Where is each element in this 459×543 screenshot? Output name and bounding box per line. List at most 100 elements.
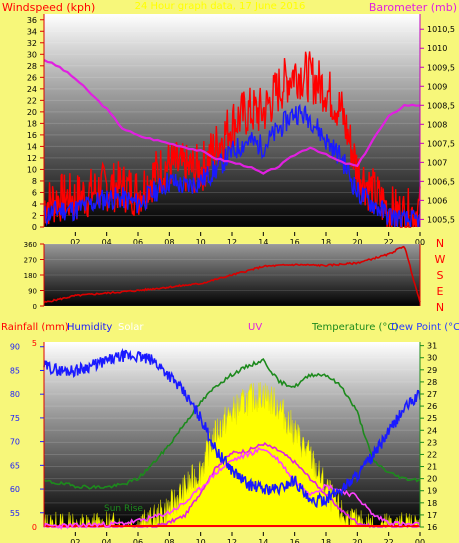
solar-area — [43, 382, 421, 528]
humidity-tick-label: 70 — [10, 438, 20, 447]
windspeed-tick-label: 28 — [27, 62, 37, 71]
barometer-tick-label: 1008,5 — [427, 101, 455, 110]
compass-label: S — [437, 269, 444, 282]
temperature-tick-label: 30 — [427, 354, 437, 363]
windspeed-axis-label: Windspeed (kph) — [2, 1, 95, 14]
x-tick-label: 08 — [164, 238, 174, 247]
windspeed-tick-label: 4 — [32, 200, 37, 209]
windspeed-tick-label: 12 — [27, 154, 37, 163]
windspeed-tick-label: 2 — [32, 211, 37, 220]
windspeed-tick-label: 36 — [27, 16, 37, 25]
x-tick-label: 10 — [196, 538, 206, 543]
wind-direction-line — [43, 245, 421, 304]
dew-point-line — [43, 446, 421, 531]
humidity-axis-label: Humidity — [67, 322, 112, 333]
x-tick-label: 08 — [164, 538, 174, 543]
barometer-line — [43, 59, 421, 175]
barometer-tick-label: 1010 — [427, 44, 447, 53]
x-tick-label: 00 — [415, 538, 425, 543]
windspeed-tick-label: 0 — [32, 223, 37, 232]
compass-label: W — [435, 253, 446, 266]
temperature-tick-label: 23 — [427, 438, 437, 447]
humidity-tick-label: 75 — [10, 414, 20, 423]
x-tick-label: 16 — [290, 238, 300, 247]
x-tick-label: 20 — [352, 538, 362, 543]
rainfall-axis-label: Rainfall (mm) — [1, 322, 69, 333]
windspeed-tick-label: 14 — [27, 142, 37, 151]
x-tick-label: 00 — [415, 238, 425, 247]
temperature-tick-label: 24 — [427, 426, 437, 435]
barometer-tick-label: 1008 — [427, 120, 447, 129]
humidity-tick-label: 90 — [10, 343, 20, 352]
x-tick-label: 02 — [70, 238, 80, 247]
windspeed-tick-label: 18 — [27, 119, 37, 128]
humidity-tick-label: 60 — [10, 485, 20, 494]
uv-axis-label: UV — [248, 322, 262, 333]
x-tick-label: 06 — [133, 538, 143, 543]
temperature-tick-label: 20 — [427, 475, 437, 484]
x-tick-label: 18 — [321, 538, 331, 543]
temperature-tick-label: 17 — [427, 511, 437, 520]
x-tick-label: 12 — [227, 538, 237, 543]
direction-tick-label: 270 — [24, 257, 37, 265]
average-wind-line — [43, 103, 421, 228]
x-tick-label: 22 — [384, 238, 394, 247]
temperature-tick-label: 22 — [427, 450, 437, 459]
barometer-tick-label: 1010,5 — [427, 25, 455, 34]
rainfall-tick-label: 0 — [32, 523, 37, 532]
windspeed-tick-label: 20 — [27, 108, 37, 117]
temperature-tick-label: 16 — [427, 523, 437, 532]
temperature-tick-label: 18 — [427, 499, 437, 508]
x-tick-label: 04 — [102, 238, 112, 247]
temperature-tick-label: 29 — [427, 366, 437, 375]
humidity-tick-label: 80 — [10, 390, 20, 399]
temperature-tick-label: 21 — [427, 463, 437, 472]
sunrise-annotation: Sun Rise — [104, 504, 143, 514]
temperature-tick-label: 31 — [427, 342, 437, 351]
x-tick-label: 04 — [102, 538, 112, 543]
temperature-tick-label: 28 — [427, 378, 437, 387]
windspeed-tick-label: 16 — [27, 131, 37, 140]
humidity-tick-label: 55 — [10, 509, 20, 518]
x-tick-label: 16 — [290, 538, 300, 543]
solar-axis-label: Solar — [118, 322, 144, 333]
x-tick-label: 14 — [258, 238, 268, 247]
x-tick-label: 18 — [321, 238, 331, 247]
windspeed-tick-label: 26 — [27, 73, 37, 82]
direction-tick-label: 90 — [28, 288, 37, 296]
temperature-line — [43, 358, 420, 490]
x-tick-label: 12 — [227, 238, 237, 247]
temperature-tick-label: 27 — [427, 390, 437, 399]
temperature-axis-label: Temperature (°C) — [311, 322, 398, 333]
x-tick-label: 20 — [352, 238, 362, 247]
x-tick-label: 14 — [258, 538, 268, 543]
barometer-tick-label: 1009,5 — [427, 63, 455, 72]
temperature-tick-label: 19 — [427, 487, 437, 496]
x-tick-label: 22 — [384, 538, 394, 543]
windspeed-tick-label: 6 — [32, 188, 37, 197]
dew-point-axis-label: Dew Point (°C) — [391, 322, 459, 333]
barometer-axis-label: Barometer (mb) — [369, 1, 457, 14]
rainfall-tick-label: 5 — [32, 339, 37, 348]
direction-tick-label: 360 — [24, 241, 37, 249]
x-tick-label: 10 — [196, 238, 206, 247]
temperature-tick-label: 26 — [427, 402, 437, 411]
windspeed-tick-label: 32 — [27, 39, 37, 48]
direction-tick-label: 180 — [24, 272, 37, 280]
humidity-line — [43, 347, 421, 509]
chart-title: 24 Hour graph data, 17 June 2016 — [135, 1, 306, 12]
barometer-tick-label: 1007 — [427, 158, 447, 167]
barometer-tick-label: 1006 — [427, 196, 447, 205]
temperature-humidity-panel: 55 60 65 70 75 80 85 90 5 0 16 17 18 19 20 21 22 23 24 25… — [1, 322, 459, 543]
windspeed-tick-label: 34 — [27, 27, 37, 36]
barometer-tick-label: 1005,5 — [427, 215, 455, 224]
x-tick-label: 02 — [70, 538, 80, 543]
barometer-tick-label: 1007,5 — [427, 139, 455, 148]
windspeed-tick-label: 22 — [27, 96, 37, 105]
windspeed-tick-label: 10 — [27, 165, 37, 174]
windspeed-tick-label: 8 — [32, 177, 37, 186]
